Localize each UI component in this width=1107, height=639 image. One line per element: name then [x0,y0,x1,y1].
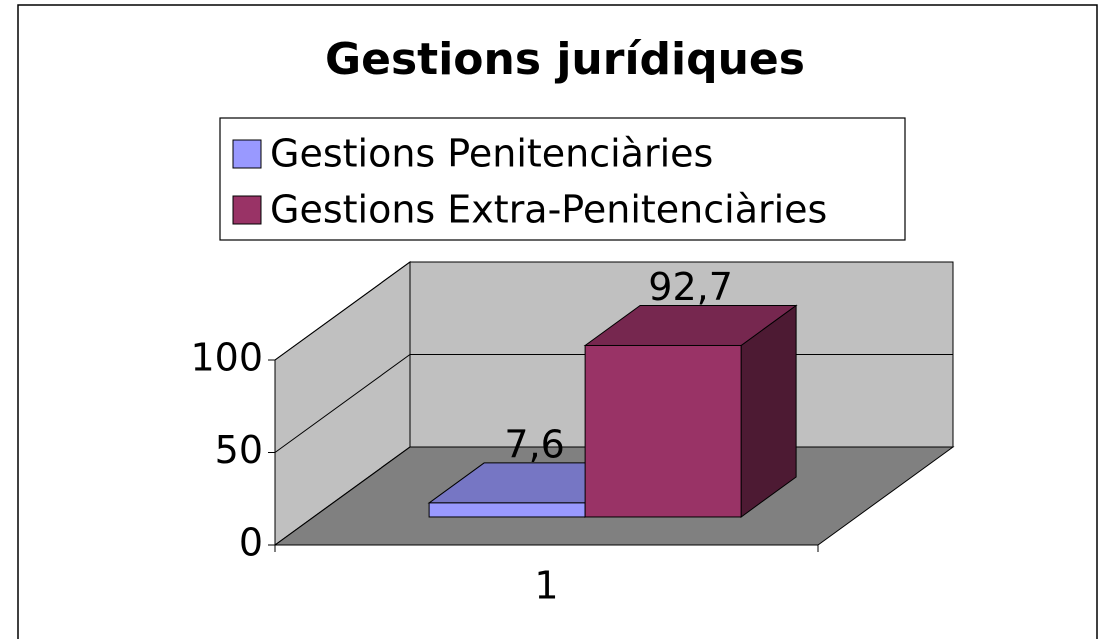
bar [584,344,742,518]
data-label: 7,6 [504,422,564,466]
y-tick-label: 100 [190,336,263,380]
legend-box [219,117,906,241]
y-tick-label: 0 [239,521,263,565]
bar [428,502,586,518]
y-tick-label: 50 [215,428,263,472]
legend-label: Gestions Penitenciàries [270,132,713,176]
legend-label: Gestions Extra-Penitenciàries [270,188,827,232]
legend-swatch [232,139,262,169]
data-label: 92,7 [648,265,733,309]
x-tick-label: 1 [534,564,558,608]
grid-line [274,261,953,361]
chart-title: Gestions jurídiques [325,34,805,85]
legend-swatch [232,195,262,225]
